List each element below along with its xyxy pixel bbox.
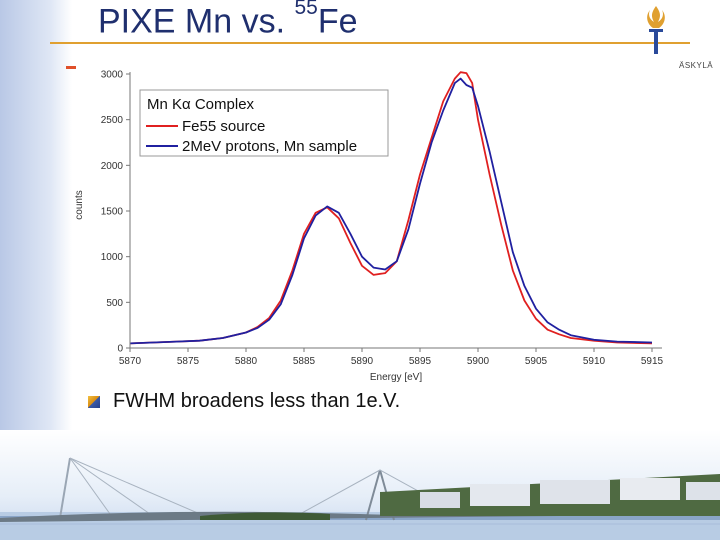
series-line-fe55 xyxy=(129,71,653,345)
title-main-text: PIXE Mn vs. xyxy=(98,2,295,41)
legend-title: Mn Kα Complex xyxy=(147,96,255,113)
x-axis-label: Energy [eV] xyxy=(370,372,422,383)
title-tail-text: Fe xyxy=(317,2,358,41)
x-tick-label: 5915 xyxy=(641,356,664,367)
y-tick-label: 2500 xyxy=(101,115,124,126)
x-tick-label: 5900 xyxy=(467,356,490,367)
slide-title: PIXE Mn vs. 55Fe xyxy=(98,0,358,41)
title-superscript: 55 xyxy=(294,0,318,19)
x-tick-label: 5895 xyxy=(409,356,432,367)
y-tick-label: 3000 xyxy=(101,70,124,81)
y-tick-label: 0 xyxy=(117,344,123,355)
y-tick-label: 1000 xyxy=(101,252,124,263)
x-tick-label: 5905 xyxy=(525,356,548,367)
x-tick-label: 5890 xyxy=(351,356,374,367)
y-tick-label: 2000 xyxy=(101,161,124,172)
x-tick-label: 5870 xyxy=(119,356,142,367)
x-tick-label: 5880 xyxy=(235,356,258,367)
accent-mark xyxy=(66,66,76,69)
legend-box xyxy=(139,89,389,157)
bullet-text: FWHM broadens less than 1e.V. xyxy=(113,390,401,412)
university-torch-logo xyxy=(647,6,665,54)
legend-label-protons: 2MeV protons, Mn sample xyxy=(182,138,357,155)
title-rule xyxy=(50,42,690,44)
y-tick-label: 500 xyxy=(106,298,123,309)
series-line-protons xyxy=(129,77,653,345)
spectrum-chart: 0 500 1000 1500 2000 2500 3000 5870 5875 5880 588… xyxy=(74,70,664,384)
x-tick-label: 5910 xyxy=(583,356,606,367)
legend-label-fe55: Fe55 source xyxy=(182,118,265,135)
x-tick-label: 5875 xyxy=(177,356,200,367)
logo-text: ÄSKYLÄ xyxy=(679,61,714,70)
x-tick-label: 5885 xyxy=(293,356,316,367)
y-tick-label: 1500 xyxy=(101,207,124,218)
y-axis-label: counts xyxy=(74,190,85,219)
campus-photo xyxy=(0,430,720,540)
legend: Mn Kα Complex Fe55 source 2MeV protons, … xyxy=(139,89,389,157)
bullet-icon xyxy=(88,396,100,408)
